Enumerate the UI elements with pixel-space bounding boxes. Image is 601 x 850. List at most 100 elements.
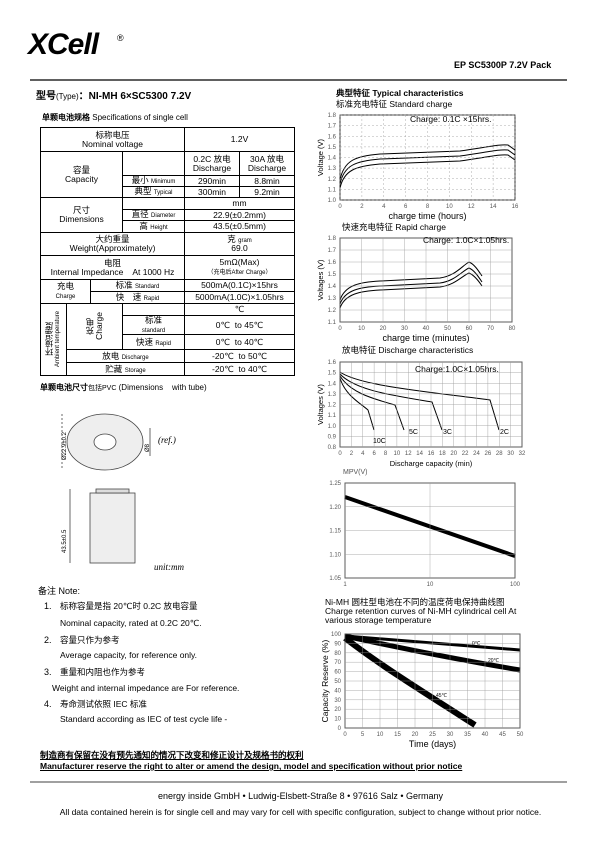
table-cell: 尺寸 Dimensions xyxy=(40,197,123,233)
table-cell: 典型 Typical xyxy=(122,186,185,198)
note-en: Average capacity, for reference only. xyxy=(60,650,198,660)
x-tick-label: 8 xyxy=(426,204,430,210)
y-tick-label: 1.6 xyxy=(328,360,337,366)
text: 高 xyxy=(139,220,148,231)
table-part: 环境温度 Ambient temperature 充电 Charge ℃ xyxy=(40,302,295,377)
x-tick-label: 25 xyxy=(429,732,436,738)
table-cell: 直径 Diameter xyxy=(122,209,185,221)
table-cell: 标称电压 Nominal voltage xyxy=(40,127,185,152)
text: Nominal voltage xyxy=(82,138,143,149)
table-part: 尺寸 Dimensions mm xyxy=(40,197,295,233)
text: Internal Impedance At 1000 Hz xyxy=(50,266,175,277)
y-axis-label: Capacity Reserve (%) xyxy=(320,640,330,723)
y-tick-label: 90 xyxy=(334,641,341,647)
text: 22.9(±0.2mm) xyxy=(184,209,295,221)
table-cell: 5mΩ(Max) （充电后After Charge） xyxy=(184,255,295,280)
x-tick-label: 18 xyxy=(439,451,446,457)
text: After Charge） xyxy=(231,270,272,277)
curve-label: 2C xyxy=(500,429,509,436)
table-cell: 快速 Rapid xyxy=(122,334,185,351)
note-zh: 寿命测试依照 IEC 标准 xyxy=(60,699,147,709)
y-tick-label: 1.6 xyxy=(328,260,337,266)
inner-label: Ø8 xyxy=(145,443,151,452)
text: -20℃ to 50℃ xyxy=(184,349,295,364)
x-tick-label: 60 xyxy=(466,326,473,332)
table-cell xyxy=(122,151,185,176)
table-cell: 30A 放电 Discharge xyxy=(239,151,295,176)
note-en: Weight and internal impedance are For re… xyxy=(52,683,240,693)
x-tick-label: 40 xyxy=(423,326,430,332)
text: 环境温度 xyxy=(43,321,54,356)
text: Height xyxy=(150,224,168,231)
x-tick-label: 12 xyxy=(468,204,475,210)
curve-label: 45℃ xyxy=(436,693,448,699)
curve-label: 3C xyxy=(443,429,452,436)
text: 快速 xyxy=(135,336,153,347)
x-tick-label: 20 xyxy=(450,451,457,457)
table-part: 标称电压 Nominal voltage 1.2V xyxy=(40,127,295,152)
spec-table: 标称电压 Nominal voltage 1.2V 容量 Capacity 0.2C 放… xyxy=(40,127,295,377)
x-tick-label: 10 xyxy=(394,451,401,457)
y-tick-label: 1.10 xyxy=(329,552,341,558)
text: 贮藏 xyxy=(105,363,123,374)
text: 0℃ to 45℃ xyxy=(184,314,295,336)
annotation: Charge: 1.0C×1.05hrs. xyxy=(423,235,509,245)
spec-title: 单颗电池规格 Specifications of single cell xyxy=(42,114,188,122)
chart-title: Charge retention curves of Ni-MH cylindr… xyxy=(325,606,517,616)
text: 0.2C 放电 xyxy=(193,153,231,164)
text: 标准 xyxy=(144,315,162,325)
chart-title: 快速充电特征 Rapid charge xyxy=(342,222,446,232)
table-cell xyxy=(122,197,185,210)
cell-drawing xyxy=(61,413,151,564)
text: Charge xyxy=(55,294,76,301)
text: 0℃ to 40℃ xyxy=(184,334,295,351)
text: Discharge xyxy=(121,354,149,361)
y-tick-label: 1.4 xyxy=(328,381,337,387)
y-tick-label: 1.1 xyxy=(328,320,337,326)
text: mm xyxy=(184,197,295,210)
table-cell: 贮藏 Storage xyxy=(66,362,185,377)
text: 标准 xyxy=(115,279,133,290)
text: 快 速 xyxy=(115,291,142,302)
table-part: 大约重量 Weight(Approximately) 克 gram 69.0 xyxy=(40,232,295,256)
text: 8.8min xyxy=(239,175,295,187)
table-cell: 高 Height xyxy=(122,220,185,233)
x-tick-label: 4 xyxy=(361,451,365,457)
chart-title: various storage temperature xyxy=(325,615,432,625)
text: Rapid xyxy=(155,340,172,347)
y-tick-label: 1.25 xyxy=(329,481,341,487)
table-part: 充电 Charge 标准 Standard 500mA(0.1C)×15hrs xyxy=(40,279,295,304)
x-tick-label: 26 xyxy=(485,451,492,457)
table-part: 标准 standard 0℃ to 45℃ xyxy=(41,314,295,336)
table-cell: 最小 Minimum xyxy=(122,175,185,187)
x-tick-label: 40 xyxy=(482,732,489,738)
y-tick-label: 1.05 xyxy=(329,576,341,582)
x-tick-label: 30 xyxy=(507,451,514,457)
x-tick-label: 28 xyxy=(496,451,503,457)
text: Dimensions xyxy=(59,214,104,224)
note-en: Standard according as IEC of test cycle … xyxy=(60,714,228,724)
text: 9.2min xyxy=(239,186,295,198)
y-axis-label: Voltages (V) xyxy=(316,259,325,300)
x-tick-label: 8 xyxy=(384,451,388,457)
note-en: Nominal capacity, rated at 0.2C 20℃. xyxy=(60,618,202,628)
text: 放电 xyxy=(102,350,120,361)
note-number: 4. xyxy=(44,699,52,709)
x-axis-label: charge time (hours) xyxy=(388,211,466,221)
table-cell: 标准 standard xyxy=(122,314,185,336)
text: 500mA(0.1C)×15hrs xyxy=(184,279,295,292)
y-tick-label: 1.7 xyxy=(328,248,337,254)
y-tick-label: 1.3 xyxy=(328,392,337,398)
x-tick-label: 10 xyxy=(358,326,365,332)
text: 5mΩ(Max) xyxy=(219,257,260,268)
text: 典型特征 xyxy=(336,88,371,98)
chart-title: 标准充电特征 Standard charge xyxy=(336,99,452,109)
notice-en: Manufacturer reserve the right to alter … xyxy=(40,761,463,771)
y-tick-label: 10 xyxy=(334,717,341,723)
x-tick-label: 16 xyxy=(512,204,519,210)
table-cell: 容量 Capacity xyxy=(40,151,123,198)
text: Ambient temperature xyxy=(54,310,61,367)
x-tick-label: 0 xyxy=(338,451,342,457)
x-tick-label: 50 xyxy=(517,732,524,738)
address: energy inside GmbH • Ludwig-Elsbett-Stra… xyxy=(157,791,444,801)
